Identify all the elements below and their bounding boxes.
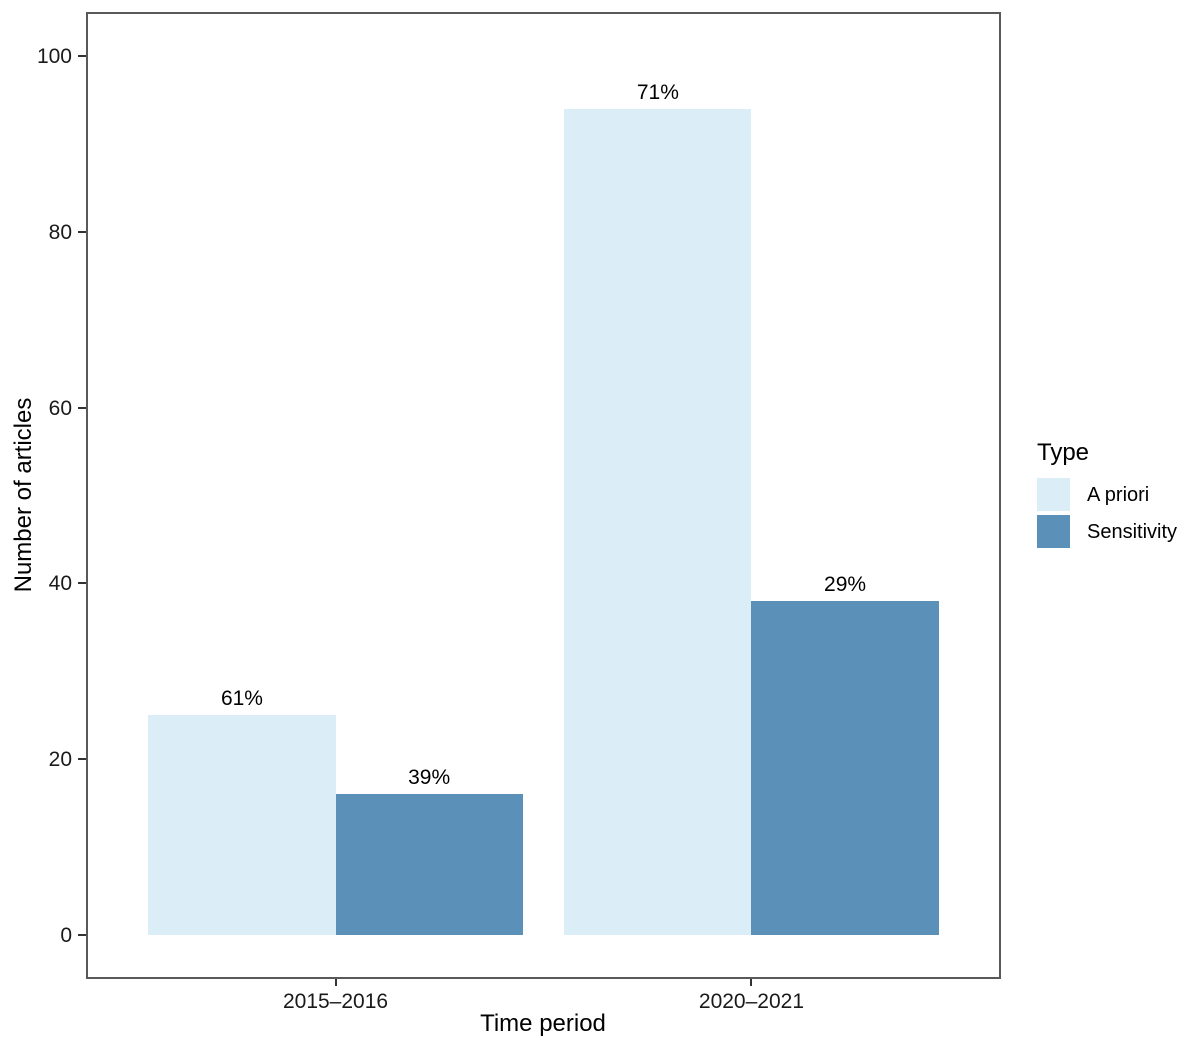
legend-swatch-sensitivity [1037, 515, 1070, 548]
legend-label: Sensitivity [1087, 520, 1178, 543]
y-axis-title: Number of articles [9, 397, 37, 593]
legend-swatch-a-priori [1037, 478, 1070, 511]
x-tick-label-2020-2021: 2020–2021 [698, 990, 805, 1013]
legend-item-a-priori: A priori [1037, 478, 1177, 511]
bar-a-priori-2020-2021 [564, 108, 752, 936]
bar-percent-label: 71% [636, 80, 679, 104]
bar-sensitivity-2020-2021 [751, 600, 939, 936]
y-tick-label: 100 [36, 44, 72, 68]
legend-item-sensitivity: Sensitivity [1037, 515, 1177, 548]
x-tick-mark [750, 979, 753, 986]
y-tick-mark [78, 582, 86, 585]
bar-a-priori-2015-2016 [148, 715, 336, 936]
x-tick-label-2015-2016: 2015–2016 [282, 990, 389, 1013]
legend-items: A priori Sensitivity [1037, 478, 1177, 548]
bar-percent-label: 39% [408, 766, 451, 790]
y-tick-label: 40 [48, 572, 72, 596]
y-tick-mark [78, 934, 86, 937]
bar-percent-label: 29% [824, 572, 867, 596]
y-tick-label: 60 [48, 396, 72, 420]
y-tick-label: 0 [60, 924, 72, 948]
y-tick-mark [78, 758, 86, 761]
y-tick-mark [78, 406, 86, 409]
legend: Type A priori Sensitivity [1037, 441, 1177, 548]
bar-percent-label: 61% [220, 687, 263, 711]
legend-label: A priori [1087, 483, 1150, 506]
x-tick-mark [334, 979, 337, 986]
legend-title: Type [1037, 439, 1090, 466]
y-tick-label: 80 [48, 220, 72, 244]
x-axis-title: Time period [480, 1010, 606, 1037]
y-tick-mark [78, 54, 86, 57]
y-tick-mark [78, 230, 86, 233]
bar-sensitivity-2015-2016 [335, 794, 523, 936]
y-tick-label: 20 [48, 748, 72, 772]
